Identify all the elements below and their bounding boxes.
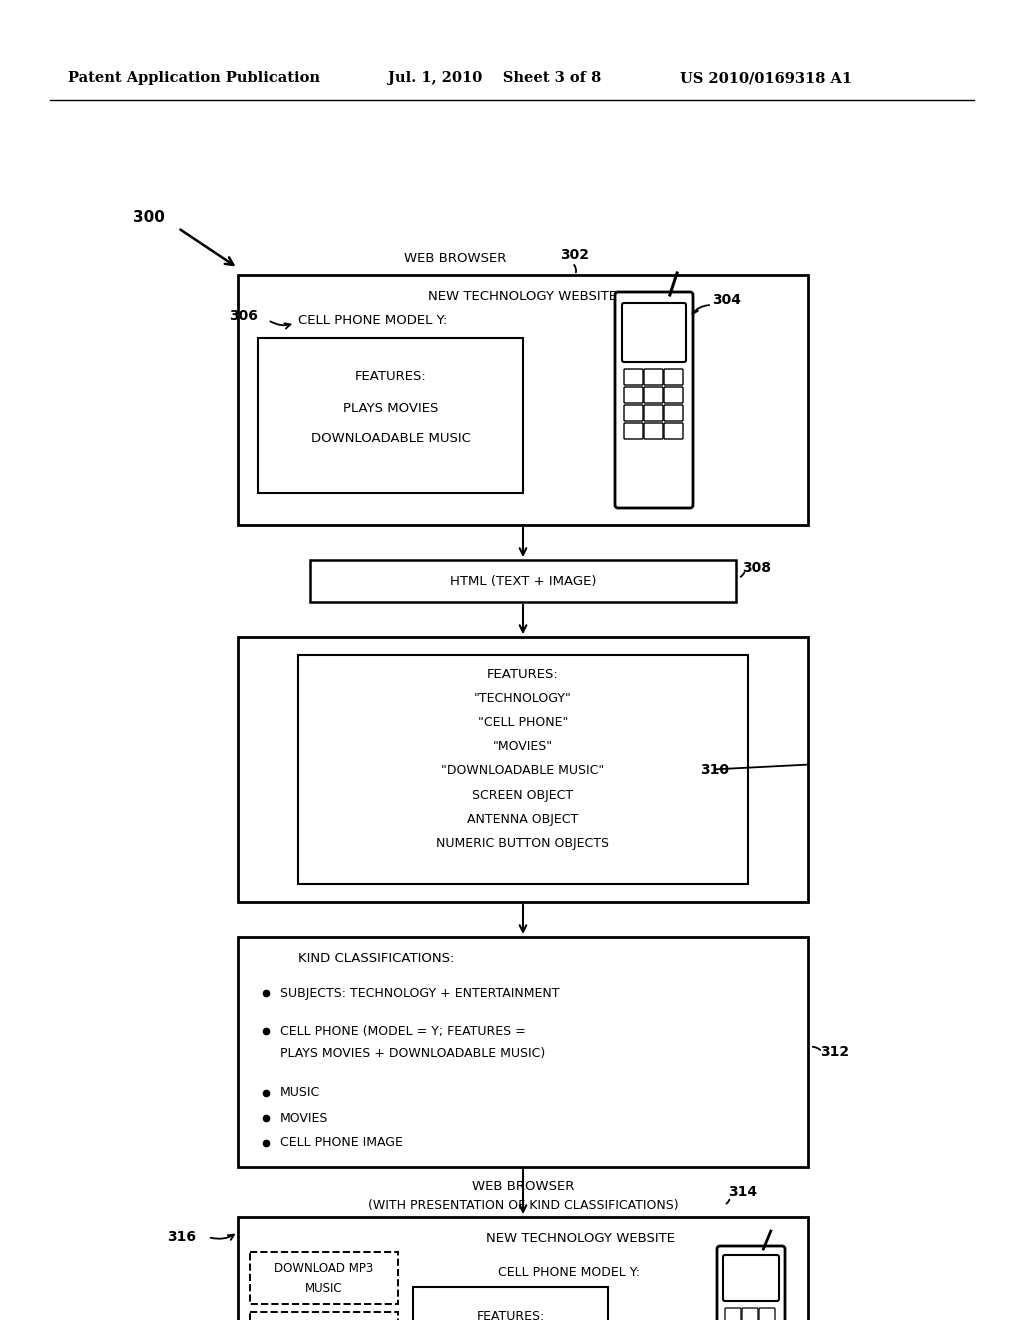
Text: SUBJECTS: TECHNOLOGY + ENTERTAINMENT: SUBJECTS: TECHNOLOGY + ENTERTAINMENT: [280, 986, 559, 999]
Text: "MOVIES": "MOVIES": [493, 741, 553, 754]
Text: ANTENNA OBJECT: ANTENNA OBJECT: [467, 813, 579, 825]
FancyBboxPatch shape: [644, 387, 663, 403]
FancyBboxPatch shape: [742, 1308, 758, 1320]
Text: PLAYS MOVIES + DOWNLOADABLE MUSIC): PLAYS MOVIES + DOWNLOADABLE MUSIC): [280, 1047, 545, 1060]
FancyBboxPatch shape: [622, 304, 686, 362]
Text: CELL PHONE MODEL Y:: CELL PHONE MODEL Y:: [498, 1266, 640, 1279]
Text: MOVIES: MOVIES: [280, 1111, 329, 1125]
FancyBboxPatch shape: [624, 370, 643, 385]
FancyBboxPatch shape: [717, 1246, 785, 1320]
Text: 316: 316: [167, 1230, 196, 1243]
Text: MUSIC: MUSIC: [305, 1283, 343, 1295]
FancyBboxPatch shape: [664, 387, 683, 403]
Text: 308: 308: [742, 561, 771, 576]
Text: DOWNLOAD MP3: DOWNLOAD MP3: [274, 1262, 374, 1275]
FancyBboxPatch shape: [250, 1312, 398, 1320]
Text: CELL PHONE MODEL Y:: CELL PHONE MODEL Y:: [298, 314, 447, 326]
Text: FEATURES:: FEATURES:: [487, 668, 559, 681]
Text: DOWNLOADABLE MUSIC: DOWNLOADABLE MUSIC: [310, 432, 470, 445]
Text: PLAYS MOVIES: PLAYS MOVIES: [343, 401, 438, 414]
Text: 310: 310: [700, 763, 729, 776]
Text: US 2010/0169318 A1: US 2010/0169318 A1: [680, 71, 852, 84]
Text: KIND CLASSIFICATIONS:: KIND CLASSIFICATIONS:: [298, 953, 455, 965]
FancyBboxPatch shape: [723, 1255, 779, 1302]
Text: FEATURES:: FEATURES:: [476, 1311, 545, 1320]
Text: 300: 300: [133, 210, 165, 226]
Text: HTML (TEXT + IMAGE): HTML (TEXT + IMAGE): [450, 574, 596, 587]
Text: CELL PHONE (MODEL = Y; FEATURES =: CELL PHONE (MODEL = Y; FEATURES =: [280, 1024, 525, 1038]
Text: NEW TECHNOLOGY WEBSITE: NEW TECHNOLOGY WEBSITE: [485, 1233, 675, 1246]
FancyBboxPatch shape: [644, 422, 663, 440]
FancyBboxPatch shape: [238, 937, 808, 1167]
Text: 306: 306: [229, 309, 258, 323]
FancyBboxPatch shape: [624, 405, 643, 421]
FancyBboxPatch shape: [615, 292, 693, 508]
Text: (WITH PRESENTATION OF KIND CLASSIFICATIONS): (WITH PRESENTATION OF KIND CLASSIFICATIO…: [368, 1199, 678, 1212]
Text: Jul. 1, 2010    Sheet 3 of 8: Jul. 1, 2010 Sheet 3 of 8: [388, 71, 601, 84]
Text: MUSIC: MUSIC: [280, 1086, 321, 1100]
FancyBboxPatch shape: [624, 387, 643, 403]
Text: FEATURES:: FEATURES:: [354, 370, 426, 383]
Text: CELL PHONE IMAGE: CELL PHONE IMAGE: [280, 1137, 402, 1150]
Text: WEB BROWSER: WEB BROWSER: [472, 1180, 574, 1193]
FancyBboxPatch shape: [664, 422, 683, 440]
FancyBboxPatch shape: [258, 338, 523, 492]
Text: 314: 314: [728, 1185, 757, 1199]
FancyBboxPatch shape: [238, 1217, 808, 1320]
FancyBboxPatch shape: [250, 1251, 398, 1304]
FancyBboxPatch shape: [664, 405, 683, 421]
Text: NUMERIC BUTTON OBJECTS: NUMERIC BUTTON OBJECTS: [436, 837, 609, 850]
Text: NEW TECHNOLOGY WEBSITE: NEW TECHNOLOGY WEBSITE: [428, 290, 617, 304]
FancyBboxPatch shape: [298, 655, 748, 884]
FancyBboxPatch shape: [725, 1308, 741, 1320]
FancyBboxPatch shape: [238, 638, 808, 902]
Text: 304: 304: [712, 293, 741, 308]
Text: Patent Application Publication: Patent Application Publication: [68, 71, 319, 84]
FancyBboxPatch shape: [238, 275, 808, 525]
FancyBboxPatch shape: [644, 405, 663, 421]
Text: 312: 312: [820, 1045, 849, 1059]
FancyBboxPatch shape: [413, 1287, 608, 1320]
FancyBboxPatch shape: [664, 370, 683, 385]
FancyBboxPatch shape: [624, 422, 643, 440]
Text: "CELL PHONE": "CELL PHONE": [478, 717, 568, 730]
FancyBboxPatch shape: [310, 560, 736, 602]
Text: "DOWNLOADABLE MUSIC": "DOWNLOADABLE MUSIC": [441, 764, 604, 777]
Text: 302: 302: [560, 248, 589, 261]
FancyBboxPatch shape: [644, 370, 663, 385]
FancyBboxPatch shape: [759, 1308, 775, 1320]
Text: SCREEN OBJECT: SCREEN OBJECT: [472, 788, 573, 801]
Text: "TECHNOLOGY": "TECHNOLOGY": [474, 693, 572, 705]
Text: WEB BROWSER: WEB BROWSER: [403, 252, 506, 264]
